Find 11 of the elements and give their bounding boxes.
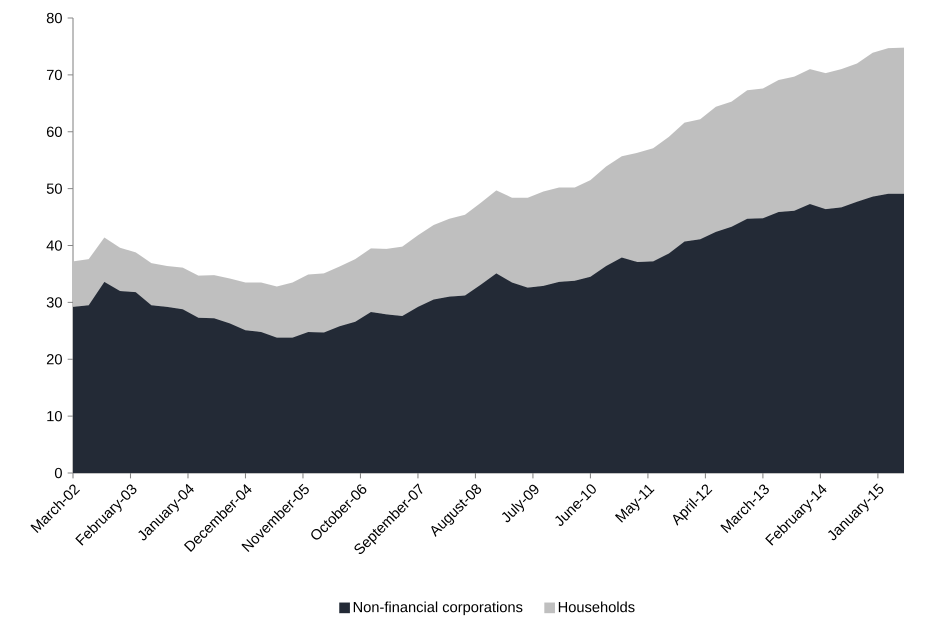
y-tick-label: 10 xyxy=(47,410,62,422)
y-tick-label: 70 xyxy=(46,70,62,80)
y-tick-label: 30 xyxy=(46,297,62,308)
y-tick-label: 40 xyxy=(46,240,62,251)
legend-label: Non-financial corporations xyxy=(354,601,522,616)
legend-label: Households xyxy=(558,601,635,612)
y-tick-label: 50 xyxy=(46,183,62,194)
y-tick-label: 60 xyxy=(46,126,62,137)
y-tick-label: 80 xyxy=(46,12,62,24)
y-tick-label: 20 xyxy=(46,354,62,364)
y-tick-label: 0 xyxy=(54,468,62,478)
